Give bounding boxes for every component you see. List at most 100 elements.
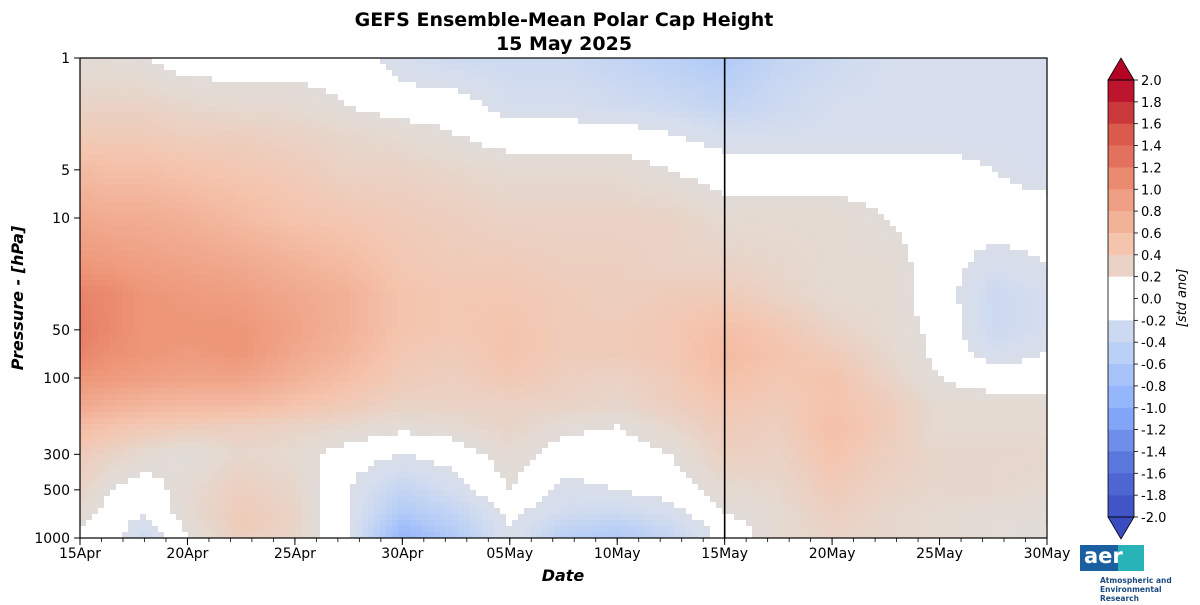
heatmap-cell: [500, 190, 507, 197]
heatmap-cell: [986, 88, 993, 95]
heatmap-cell: [398, 58, 405, 65]
heatmap-cell: [800, 58, 807, 65]
heatmap-cell: [440, 124, 447, 131]
heatmap-cell: [314, 76, 321, 83]
heatmap-cell: [278, 232, 285, 239]
heatmap-cell: [704, 118, 711, 125]
heatmap-cell: [134, 196, 141, 203]
heatmap-cell: [734, 124, 741, 131]
heatmap-cell: [596, 70, 603, 77]
heatmap-cell: [464, 226, 471, 233]
heatmap-cell: [698, 76, 705, 83]
heatmap-cell: [602, 220, 609, 227]
heatmap-cell: [284, 166, 291, 173]
heatmap-cell: [152, 190, 159, 197]
heatmap-cell: [182, 76, 189, 83]
heatmap-cell: [908, 118, 915, 125]
heatmap-cell: [686, 190, 693, 197]
heatmap-cell: [812, 166, 819, 173]
heatmap-cell: [626, 154, 633, 161]
heatmap-cell: [662, 148, 669, 155]
heatmap-cell: [446, 220, 453, 227]
heatmap-cell: [998, 166, 1005, 173]
heatmap-cell: [92, 178, 99, 185]
heatmap-cell: [980, 112, 987, 119]
heatmap-cell: [608, 202, 615, 209]
heatmap-cell: [842, 142, 849, 149]
heatmap-cell: [710, 208, 717, 215]
heatmap-cell: [224, 142, 231, 149]
heatmap-cell: [380, 208, 387, 215]
heatmap-cell: [332, 64, 339, 71]
heatmap-cell: [398, 160, 405, 167]
heatmap-cell: [644, 106, 651, 113]
heatmap-cell: [272, 112, 279, 119]
heatmap-cell: [710, 136, 717, 143]
heatmap-cell: [278, 82, 285, 89]
heatmap-cell: [572, 196, 579, 203]
heatmap-cell: [92, 238, 99, 245]
heatmap-cell: [842, 100, 849, 107]
heatmap-cell: [644, 94, 651, 101]
heatmap-cell: [656, 214, 663, 221]
heatmap-cell: [230, 70, 237, 77]
heatmap-cell: [476, 64, 483, 71]
heatmap-cell: [632, 106, 639, 113]
heatmap-cell: [590, 226, 597, 233]
heatmap-cell: [758, 88, 765, 95]
heatmap-cell: [302, 82, 309, 89]
heatmap-cell: [446, 58, 453, 65]
heatmap-cell: [938, 136, 945, 143]
heatmap-cell: [950, 106, 957, 113]
heatmap-cell: [674, 58, 681, 65]
heatmap-cell: [626, 196, 633, 203]
heatmap-cell: [1028, 124, 1035, 131]
heatmap-cell: [716, 214, 723, 221]
heatmap-cell: [290, 214, 297, 221]
heatmap-cell: [326, 124, 333, 131]
heatmap-cell: [194, 112, 201, 119]
heatmap-cell: [632, 214, 639, 221]
heatmap-cell: [338, 70, 345, 77]
heatmap-cell: [290, 160, 297, 167]
heatmap-cell: [950, 196, 957, 203]
heatmap-cell: [440, 154, 447, 161]
heatmap-cell: [854, 160, 861, 167]
heatmap-cell: [950, 220, 957, 227]
heatmap-cell: [1004, 136, 1011, 143]
heatmap-cell: [698, 88, 705, 95]
heatmap-cell: [362, 112, 369, 119]
heatmap-cell: [518, 208, 525, 215]
heatmap-cell: [350, 70, 357, 77]
heatmap-cell: [740, 238, 747, 245]
heatmap-cell: [788, 184, 795, 191]
heatmap-cell: [272, 232, 279, 239]
heatmap-cell: [440, 148, 447, 155]
heatmap-cell: [668, 130, 675, 137]
heatmap-cell: [128, 136, 135, 143]
heatmap-cell: [800, 202, 807, 209]
heatmap-cell: [248, 160, 255, 167]
heatmap-cell: [554, 88, 561, 95]
heatmap-cell: [464, 70, 471, 77]
heatmap-cell: [422, 106, 429, 113]
heatmap-cell: [1004, 100, 1011, 107]
heatmap-cell: [410, 160, 417, 167]
heatmap-cell: [182, 184, 189, 191]
heatmap-cell: [458, 184, 465, 191]
heatmap-cell: [596, 64, 603, 71]
heatmap-cell: [80, 118, 87, 125]
heatmap-cell: [1010, 82, 1017, 89]
heatmap-cell: [686, 136, 693, 143]
heatmap-cell: [512, 154, 519, 161]
heatmap-cell: [668, 118, 675, 125]
heatmap-cell: [680, 76, 687, 83]
heatmap-cell: [284, 82, 291, 89]
heatmap-cell: [758, 106, 765, 113]
heatmap-cell: [1022, 184, 1029, 191]
heatmap-cell: [818, 100, 825, 107]
heatmap-cell: [512, 238, 519, 245]
heatmap-cell: [188, 226, 195, 233]
heatmap-cell: [920, 70, 927, 77]
heatmap-cell: [716, 136, 723, 143]
